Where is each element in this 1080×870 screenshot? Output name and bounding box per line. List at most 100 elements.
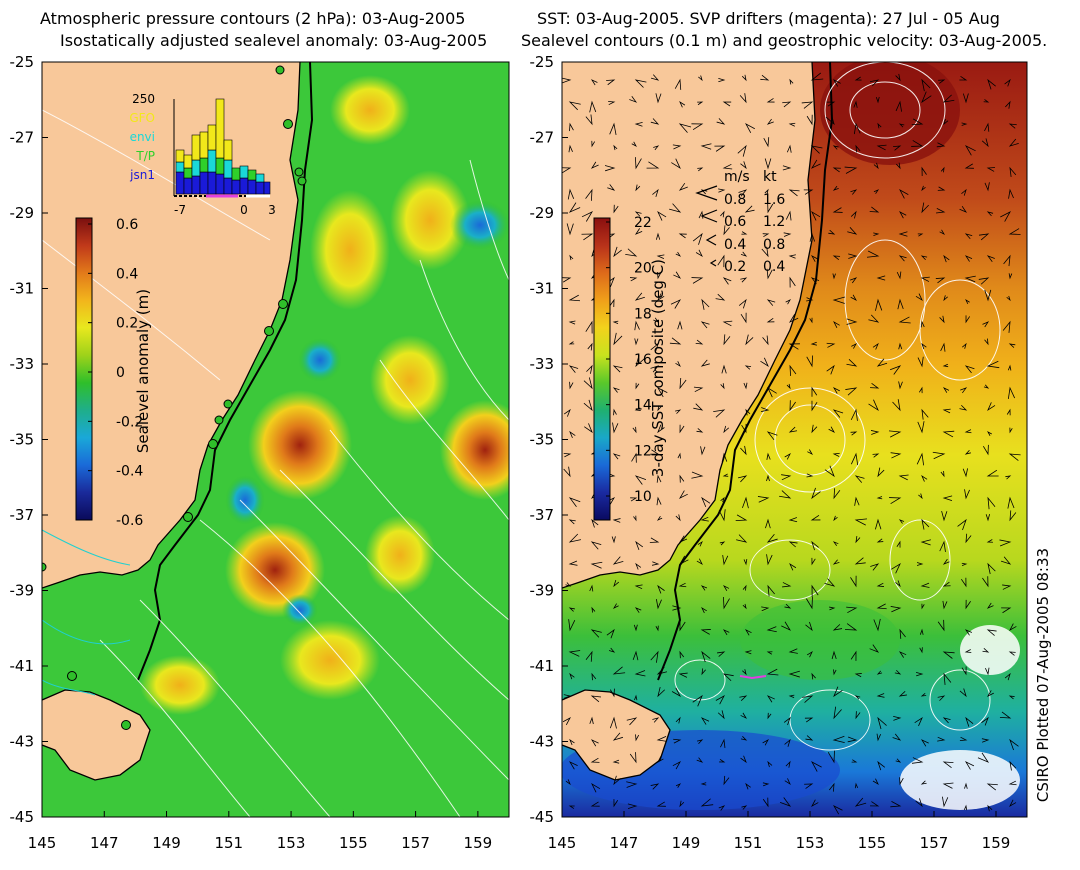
velocity-arrow: [612, 387, 620, 393]
velocity-arrow: [920, 255, 928, 261]
velocity-arrow: [589, 584, 594, 592]
sla-patch: [390, 170, 470, 270]
velocity-arrow: [608, 647, 616, 653]
velocity-arrow: [745, 782, 751, 790]
velocity-arrow: [612, 320, 619, 324]
velocity-arrow: [982, 321, 990, 328]
velocity-arrow: [920, 692, 927, 697]
velocity-arrow: [854, 76, 862, 81]
velocity-arrow: [932, 451, 946, 460]
velocity-arrow: [940, 342, 946, 352]
velocity-arrow: [656, 735, 667, 742]
x-tick-label: 153: [277, 834, 306, 852]
velocity-arrow: [965, 298, 970, 305]
velocity-arrow: [964, 489, 970, 500]
velocity-arrow: [832, 296, 846, 304]
velocity-arrow: [718, 77, 726, 83]
velocity-arrow: [942, 363, 949, 368]
velocity-arrow: [1006, 295, 1011, 302]
velocity-arrow: [832, 541, 839, 547]
velocity-arrow: [568, 533, 582, 543]
velocity-arrow: [942, 558, 950, 565]
velocity-arrow: [742, 496, 749, 509]
velocity-arrow: [986, 690, 994, 697]
velocity-arrow: [781, 474, 792, 481]
velocity-arrow: [876, 603, 887, 610]
velocity-arrow: [898, 474, 909, 481]
velocity-arrow: [696, 428, 704, 433]
velocity-arrow: [766, 118, 774, 125]
velocity-arrow: [1009, 760, 1017, 771]
velocity-arrow: [828, 782, 835, 792]
left-map: [42, 62, 509, 817]
velocity-arrow: [720, 496, 725, 503]
velocity-arrow: [766, 534, 778, 543]
right-y-axis: -25 -27 -29 -31 -33 -35 -37 -39 -41 -43 -45: [530, 53, 568, 826]
velocity-arrow: [943, 254, 950, 263]
velocity-arrow: [701, 650, 711, 663]
velocity-arrow: [613, 775, 621, 786]
velocity-arrow: [828, 426, 836, 433]
velocity-arrow: [742, 584, 747, 591]
velocity-arrow: [700, 446, 706, 456]
velocity-arrow: [965, 315, 971, 324]
inset-xtick: 3: [268, 203, 276, 217]
colorbar-tick-label: 0.2: [116, 316, 138, 332]
velocity-arrow: [651, 561, 660, 566]
velocity-arrow: [743, 382, 748, 390]
velocity-arrow: [850, 189, 858, 195]
velocity-arrow: [788, 541, 798, 548]
velocity-arrow: [898, 519, 905, 524]
velocity-arrow: [612, 365, 623, 373]
velocity-arrow: [745, 334, 754, 346]
velocity-legend-ms: 0.8: [724, 192, 746, 208]
velocity-arrow: [964, 365, 975, 374]
colorbar-tick-label: 0: [116, 365, 125, 381]
velocity-arrow: [737, 144, 747, 157]
sla-colorbar-label: Sealevel anomaly (m): [134, 289, 152, 453]
velocity-arrow: [718, 509, 726, 522]
velocity-arrow: [591, 518, 599, 528]
velocity-arrow: [744, 365, 752, 370]
velocity-arrow: [613, 204, 619, 214]
velocity-arrow: [965, 533, 972, 544]
velocity-arrow: [720, 210, 725, 218]
velocity-arrow: [633, 515, 637, 522]
altimeter-inset: 250 GFO envi T/P jsn1: [129, 92, 276, 217]
velocity-arrow: [896, 271, 902, 280]
velocity-arrow: [679, 100, 686, 108]
velocity-arrow: [828, 229, 836, 235]
velocity-arrow: [766, 318, 775, 323]
velocity-arrow: [713, 409, 726, 418]
velocity-arrow: [657, 686, 666, 698]
velocity-arrow: [833, 706, 842, 720]
velocity-arrow: [653, 317, 660, 323]
velocity-arrow: [700, 629, 711, 635]
velocity-arrow: [585, 320, 593, 334]
velocity-arrow: [562, 277, 572, 283]
velocity-arrow: [832, 624, 843, 631]
velocity-arrow: [986, 602, 994, 609]
velocity-arrow: [650, 74, 660, 81]
velocity-arrow: [722, 320, 733, 327]
velocity-arrow: [920, 582, 930, 588]
velocity-arrow: [920, 320, 925, 328]
velocity-arrow: [693, 386, 704, 393]
y-tick-label: -31: [530, 280, 555, 298]
velocity-arrow: [876, 144, 887, 151]
y-tick-label: -43: [10, 733, 35, 751]
velocity-arrow: [832, 145, 839, 150]
velocity-arrow: [824, 578, 836, 587]
velocity-arrow: [723, 334, 731, 346]
velocity-arrow: [629, 96, 638, 103]
x-tick-label: 159: [982, 834, 1011, 852]
velocity-arrow: [982, 648, 990, 653]
velocity-arrow: [1008, 138, 1019, 147]
velocity-arrow: [940, 470, 945, 478]
velocity-arrow: [832, 805, 843, 815]
velocity-arrow: [764, 158, 772, 170]
velocity-arrow: [957, 518, 967, 531]
velocity-arrow: [850, 408, 858, 421]
velocity-arrow: [898, 316, 911, 324]
velocity-arrow: [741, 74, 747, 82]
